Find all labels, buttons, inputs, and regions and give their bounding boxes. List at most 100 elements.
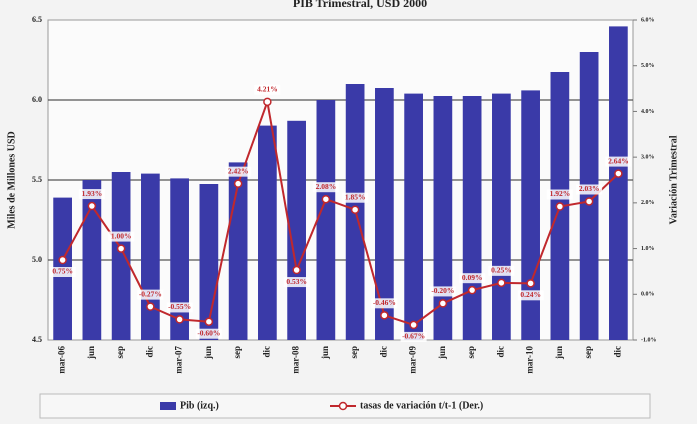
y-axis-label: Miles de Millones USD	[6, 131, 17, 229]
bar	[404, 93, 423, 340]
x-tick-label: sep	[349, 346, 359, 359]
value-label-bg	[400, 331, 427, 342]
x-tick-label: sep	[466, 346, 476, 359]
line-point	[263, 97, 272, 107]
value-label-bg	[546, 189, 573, 200]
value-label-bg	[429, 286, 456, 297]
y-tick-label: 5.5	[32, 175, 42, 184]
y-tick-label: 4.5	[32, 335, 42, 344]
value-label-bg	[78, 189, 105, 200]
x-tick-label: jun	[203, 346, 213, 360]
line-point	[555, 202, 565, 211]
value-label: -0.27%	[139, 289, 162, 298]
value-label-bg	[225, 166, 252, 177]
x-tick-label: mar-09	[408, 346, 418, 374]
x-tick-label: jun	[320, 346, 330, 360]
value-label: 0.53%	[286, 277, 307, 286]
value-label: -0.67%	[402, 332, 425, 341]
y-tick-label: 6.0	[32, 95, 42, 104]
line-point	[116, 244, 126, 253]
x-tick-label: sep	[232, 346, 242, 359]
y2-tick-label: 4.0%	[641, 109, 655, 115]
x-tick-label: jun	[554, 346, 564, 360]
line-point	[584, 197, 594, 206]
bar	[199, 184, 219, 340]
value-label: 1.00%	[111, 231, 132, 240]
y-tick-label: 5.0	[32, 255, 42, 264]
value-label-bg	[312, 182, 339, 193]
value-label-bg	[605, 156, 632, 167]
bar	[141, 173, 160, 340]
line-point	[58, 255, 67, 265]
value-label-bg	[195, 328, 222, 339]
line-point	[614, 169, 623, 178]
x-tick-label: mar-08	[291, 346, 301, 374]
line-point	[146, 302, 155, 311]
value-label-bg	[371, 298, 398, 309]
line-point	[292, 265, 301, 275]
value-label: 2.03%	[579, 184, 600, 193]
value-label: 0.24%	[520, 290, 541, 299]
x-tick-label: mar-10	[525, 346, 535, 374]
bar	[258, 125, 277, 340]
value-label: 2.08%	[316, 182, 337, 191]
bar	[579, 52, 599, 340]
value-label-bg	[576, 184, 603, 195]
x-tick-label: mar-06	[57, 346, 67, 374]
value-label-bg	[488, 265, 515, 276]
x-tick-label: dic	[378, 346, 388, 358]
bar	[492, 93, 511, 340]
value-label-bg	[342, 192, 369, 203]
line	[61, 97, 620, 327]
y2-tick-label: -1.0%	[641, 337, 657, 343]
x-tick-label: dic	[495, 346, 505, 358]
value-label: 0.75%	[52, 267, 73, 276]
x-tick-label: sep	[115, 346, 125, 359]
value-label: 1.93%	[82, 189, 103, 198]
y2-tick-label: 3.0%	[641, 155, 655, 161]
line-point	[204, 317, 214, 326]
x-tick-label: dic	[144, 346, 154, 358]
value-label-bg	[166, 302, 193, 313]
value-label: 1.92%	[550, 189, 571, 198]
bar	[521, 90, 540, 341]
line-point	[87, 201, 97, 211]
value-label: -0.60%	[197, 328, 220, 337]
x-tick-label: jun	[86, 346, 96, 360]
value-label-bg	[517, 290, 544, 301]
line-point	[380, 311, 389, 320]
line-point	[233, 179, 243, 188]
value-label-bg	[459, 273, 486, 284]
bar	[170, 178, 189, 340]
value-label: 2.42%	[228, 166, 249, 175]
line-point	[497, 278, 506, 288]
value-label: 2.64%	[608, 156, 629, 165]
x-tick-label: dic	[612, 346, 622, 358]
value-label-bg	[49, 267, 76, 277]
value-label: -0.46%	[373, 298, 396, 307]
legend-swatch	[160, 402, 176, 410]
x-tick-label: dic	[261, 346, 271, 358]
value-label: 0.09%	[462, 273, 483, 282]
line-point	[321, 194, 331, 204]
chart-title: PIB Trimestral, USD 2000	[293, 0, 427, 10]
bar	[433, 96, 453, 340]
bar	[609, 26, 628, 341]
value-label-bg	[137, 289, 164, 300]
y2-tick-label: 6.0%	[641, 17, 655, 23]
line-point	[438, 299, 448, 308]
bar	[462, 96, 482, 340]
bar	[82, 180, 102, 340]
y-tick-label: 6.5	[32, 15, 42, 24]
x-tick-label: sep	[583, 346, 593, 359]
value-label: 0.25%	[491, 266, 512, 275]
bar	[316, 100, 336, 340]
line-point	[350, 205, 360, 214]
bar	[111, 172, 131, 340]
value-label-bg	[108, 231, 135, 242]
y2-tick-label: 2.0%	[641, 200, 655, 206]
bar	[228, 162, 248, 340]
value-label: -0.55%	[168, 302, 191, 311]
legend-label: tasas de variación t/t-1 (Der.)	[360, 400, 483, 411]
